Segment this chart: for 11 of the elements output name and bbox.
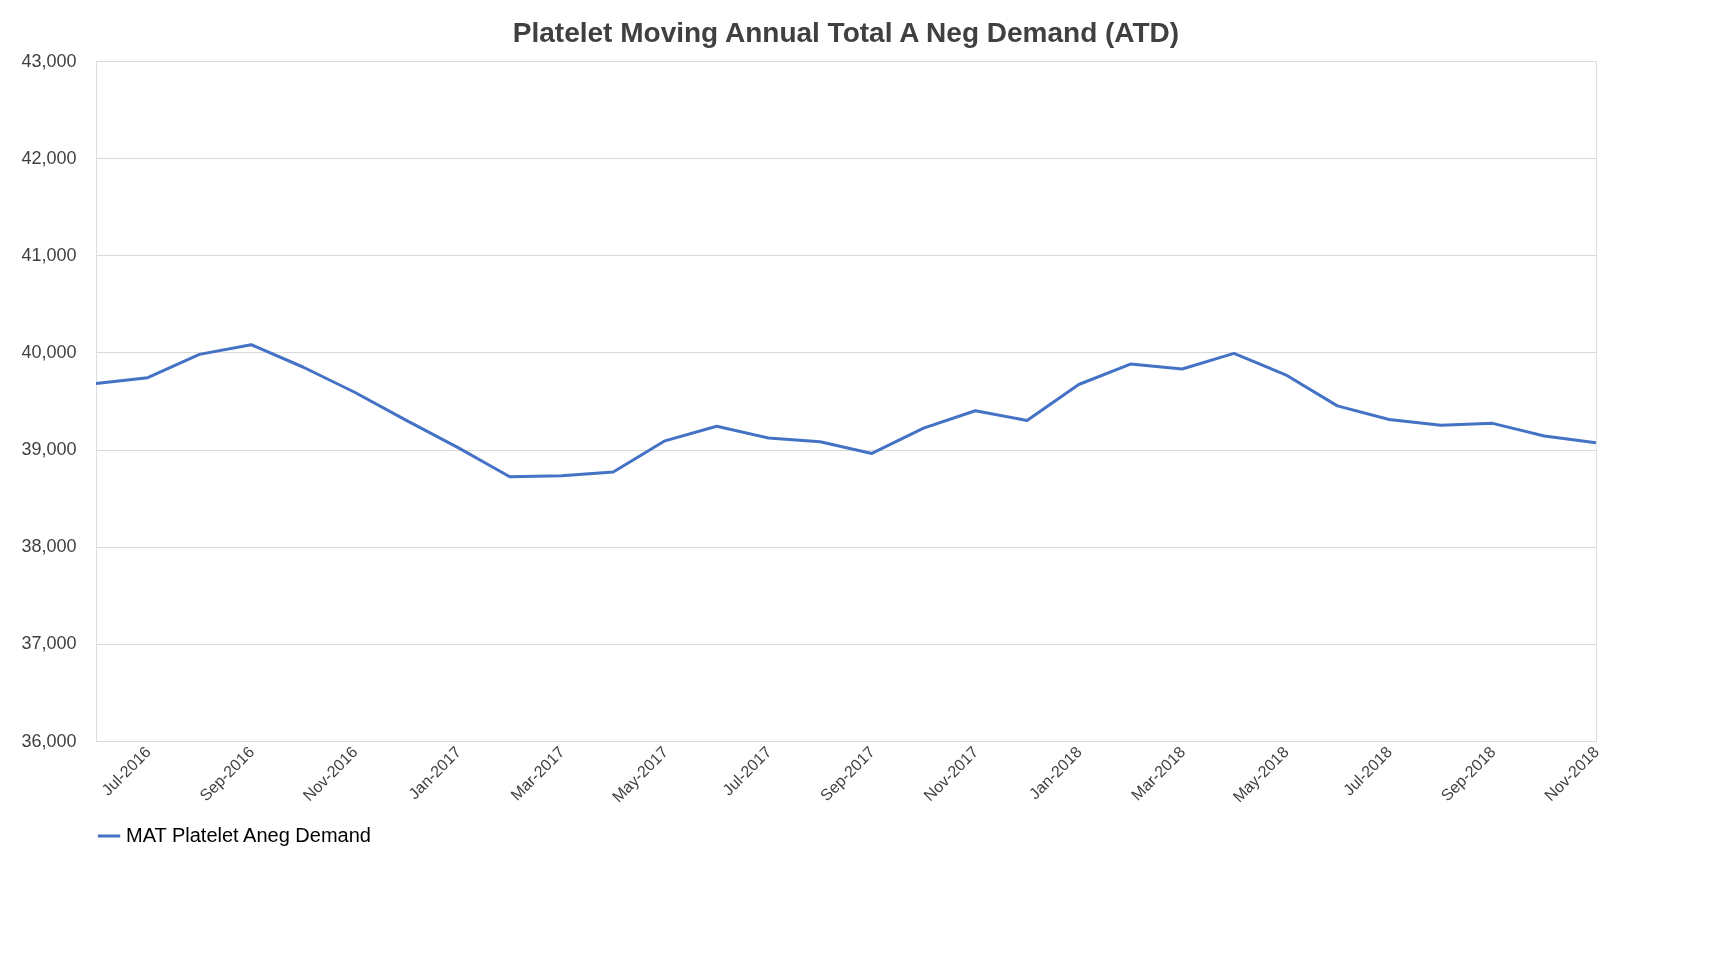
y-tick-label: 39,000 — [21, 439, 77, 460]
y-tick-label: 38,000 — [21, 536, 77, 557]
y-tick-label: 37,000 — [21, 633, 77, 654]
y-tick-label: 40,000 — [21, 341, 77, 362]
y-tick-label: 36,000 — [21, 730, 77, 751]
y-tick-label: 41,000 — [21, 244, 77, 265]
y-tick-label: 42,000 — [21, 147, 77, 168]
y-tick-label: 43,000 — [21, 50, 77, 71]
legend-label: MAT Platelet Aneg Demand — [126, 824, 371, 846]
chart-title: Platelet Moving Annual Total A Neg Demand (ATD) — [512, 17, 1180, 48]
line-series — [94, 343, 1598, 479]
